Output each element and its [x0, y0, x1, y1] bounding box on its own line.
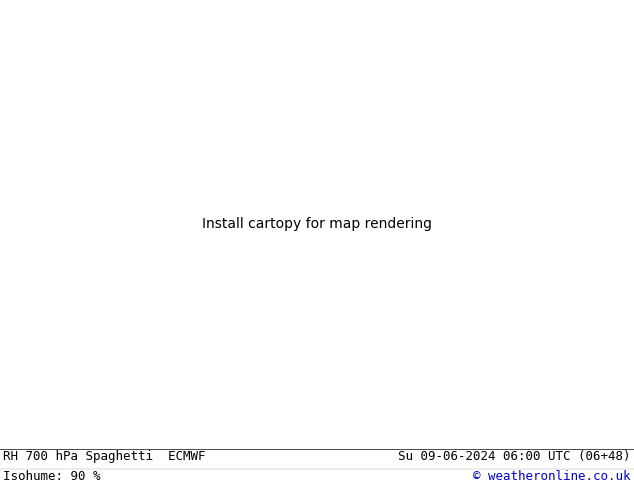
Text: Su 09-06-2024 06:00 UTC (06+48): Su 09-06-2024 06:00 UTC (06+48): [398, 450, 631, 463]
Text: RH 700 hPa Spaghetti  ECMWF: RH 700 hPa Spaghetti ECMWF: [3, 450, 205, 463]
Text: Isohume: 90 %: Isohume: 90 %: [3, 470, 101, 483]
Text: © weatheronline.co.uk: © weatheronline.co.uk: [474, 470, 631, 483]
Text: Install cartopy for map rendering: Install cartopy for map rendering: [202, 217, 432, 231]
